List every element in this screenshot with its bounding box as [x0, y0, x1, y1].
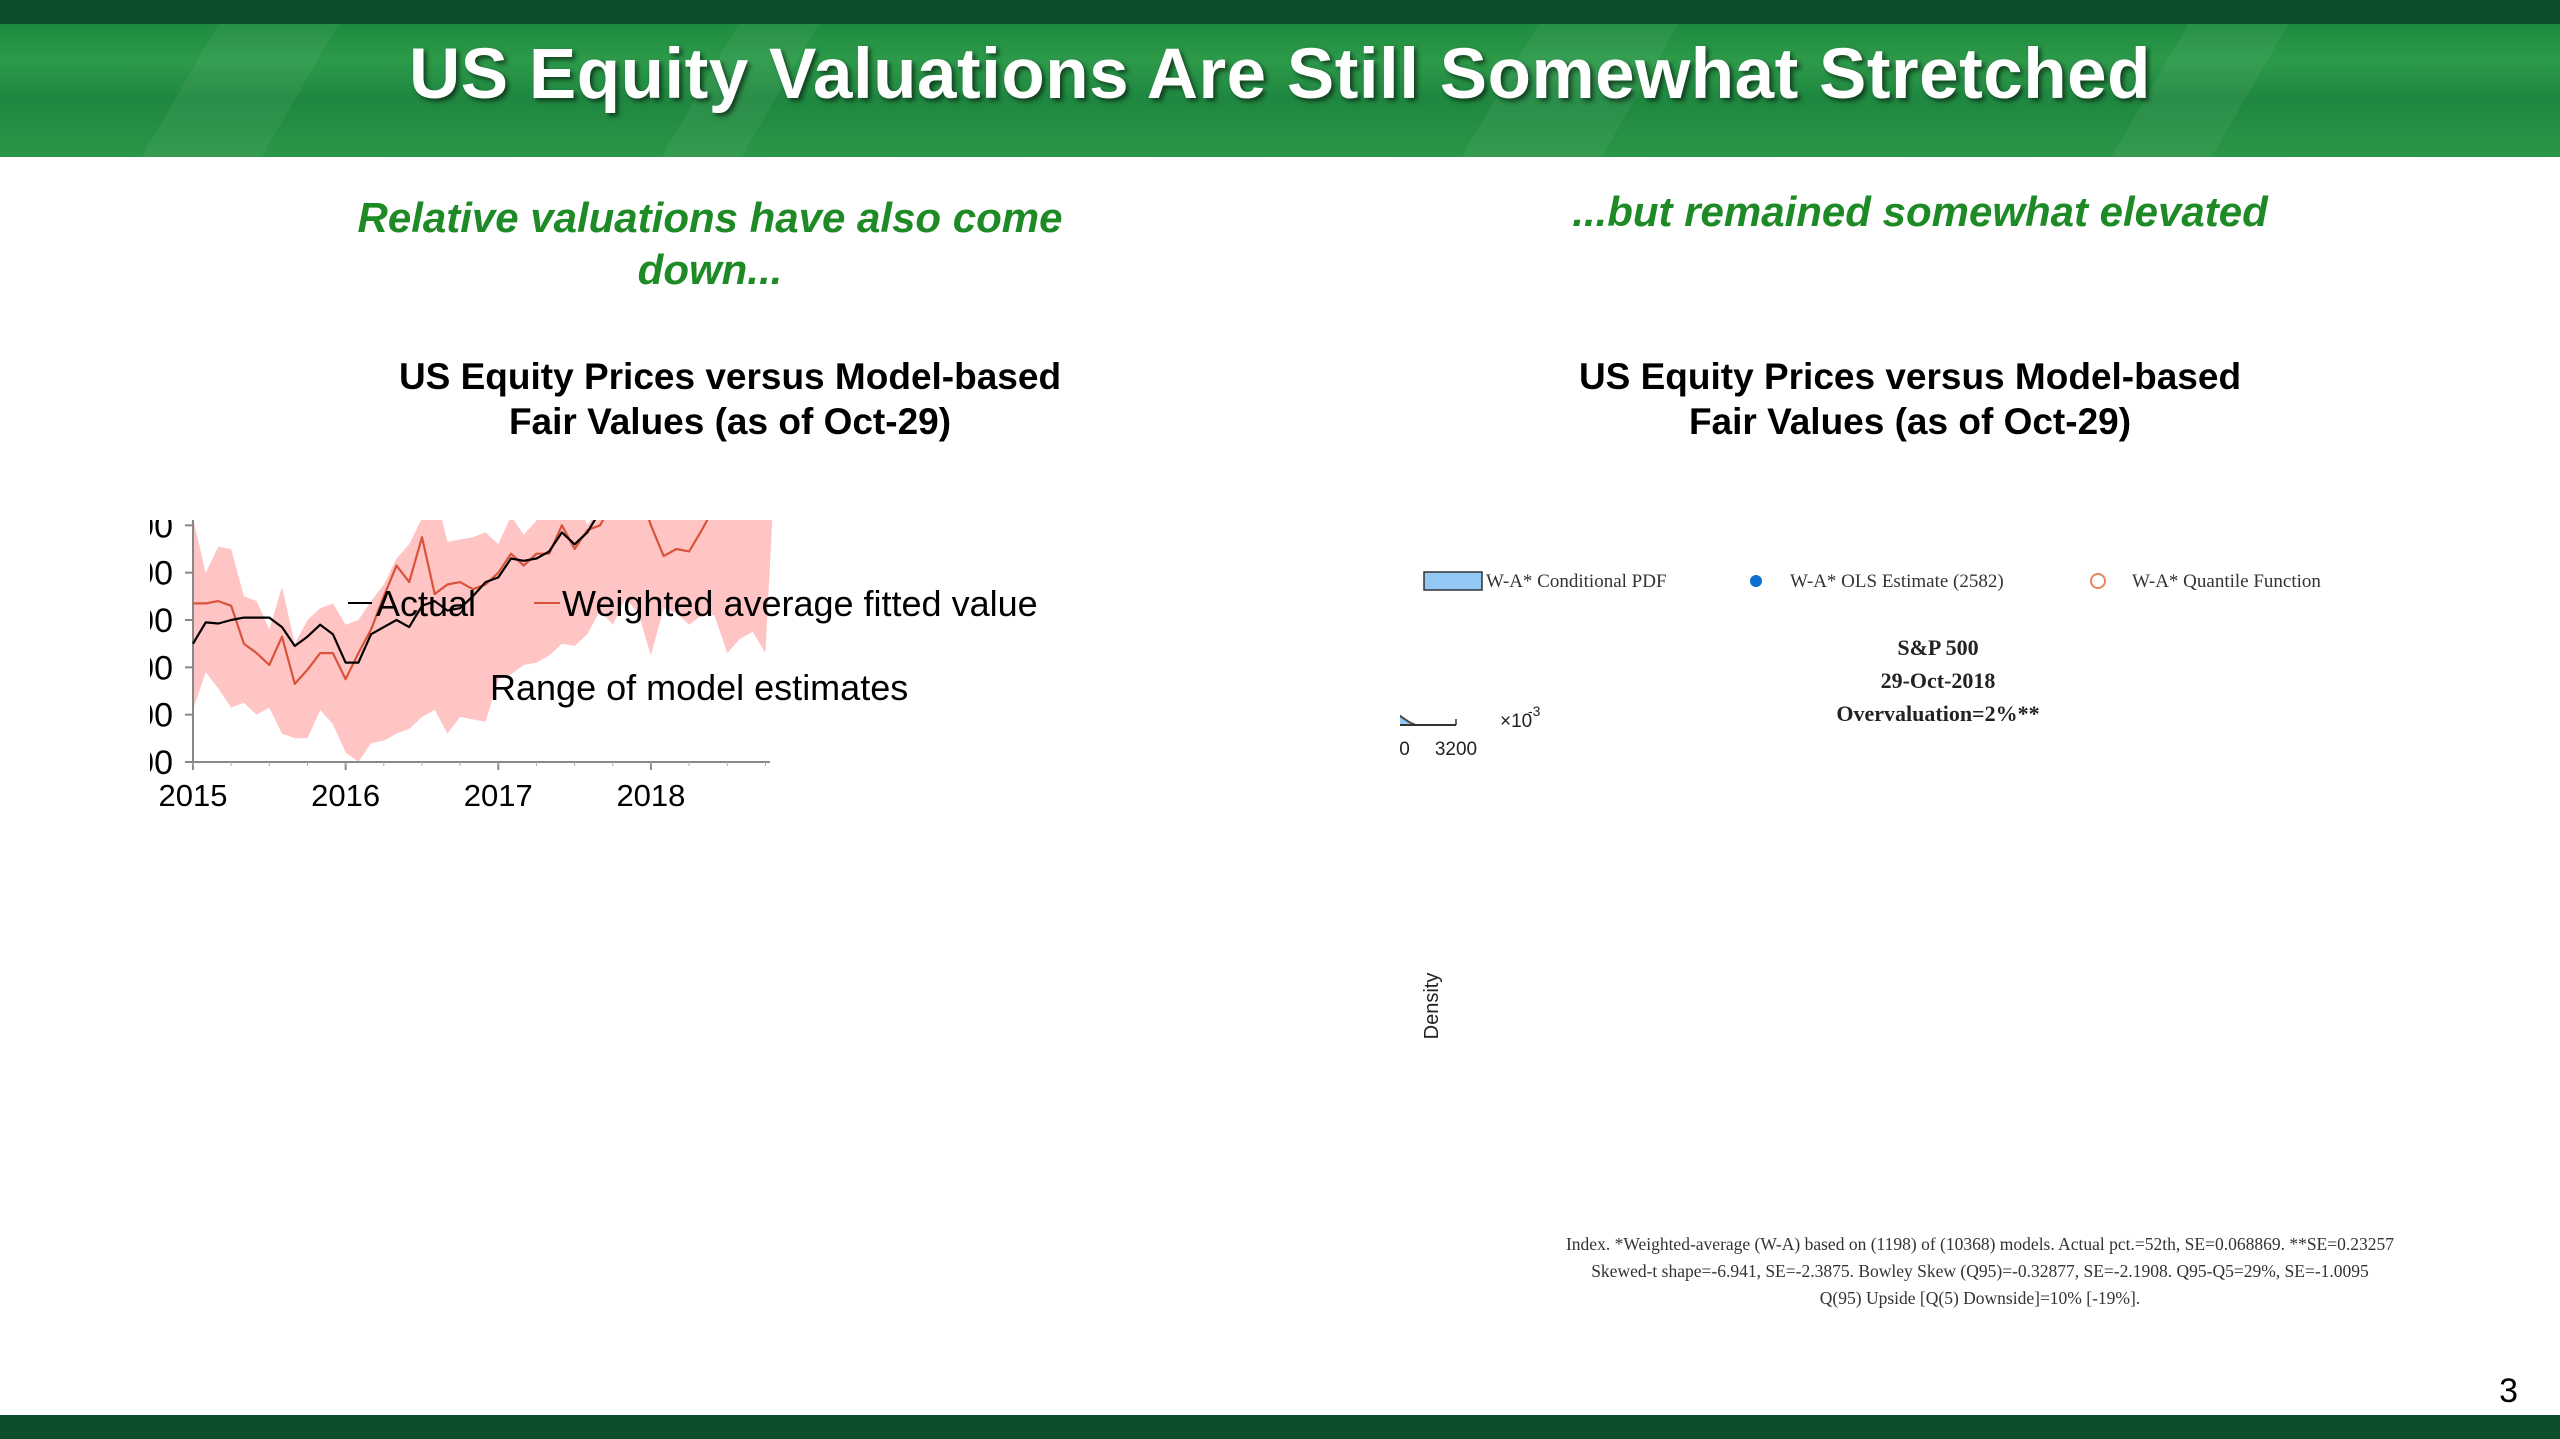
right-chart: 16001800200022002400260028003000320000.5… [1400, 571, 2394, 1308]
annotation-line-2: 29-Oct-2018 [1881, 668, 1996, 693]
left-subtitle-line2: down... [637, 246, 783, 293]
actual-line [192, 520, 597, 664]
x-tick-label: 3000 [1400, 739, 1410, 760]
left-chart-title-line2: Fair Values (as of Oct-29) [508, 401, 952, 442]
slide-title: US Equity Valuations Are Still Somewhat … [408, 35, 2152, 114]
left-subtitle-line1: Relative valuations have also come [357, 194, 1063, 241]
range-band-layer [193, 520, 773, 762]
pdf-area-layer [1400, 714, 1417, 726]
annotation-line-1: S&P 500 [1897, 635, 1978, 660]
pdf-curve [1400, 714, 1417, 726]
legend-pdf-swatch [1423, 571, 1483, 591]
right-legend: W-A* Conditional PDF W-A* OLS Estimate (… [1423, 571, 2321, 592]
footer-bar [0, 1415, 2560, 1439]
footnote-line-2: Skewed-t shape=-6.941, SE=-2.3875. Bowle… [1591, 1261, 2369, 1281]
left-subtitle: Relative valuations have also come down.… [300, 192, 1120, 296]
legend-fitted-label: Weighted average fitted value [562, 583, 1038, 624]
y-scale-label: ×10 [1500, 711, 1532, 732]
legend-range-swatch [394, 684, 456, 706]
left-legend: Actual Weighted average fitted value Ran… [348, 583, 1038, 708]
axes-layer: 1500170019002100230025002700290031003300… [150, 520, 770, 813]
x-tick-label: 2018 [616, 778, 685, 813]
right-chart-title: US Equity Prices versus Model-based Fair… [1470, 354, 2350, 444]
left-chart-title: US Equity Prices versus Model-based Fair… [290, 354, 1170, 444]
y-tick-label: 2500 [150, 520, 173, 545]
page-number: 3 [2499, 1372, 2518, 1410]
right-chart-title-line2: Fair Values (as of Oct-29) [1688, 401, 2132, 442]
y-scale-exponent: -3 [1528, 703, 1541, 719]
y-tick-label: 2100 [150, 602, 173, 640]
footnote: Index. *Weighted-average (W-A) based on … [1566, 1234, 2394, 1308]
right-chart-title-line1: US Equity Prices versus Model-based [1578, 356, 2242, 397]
y-tick-label: 1500 [150, 744, 173, 782]
left-chart: 1500170019002100230025002700290031003300… [150, 520, 1038, 813]
pdf-area [1400, 715, 1416, 725]
x-tick-label: 3200 [1435, 739, 1477, 760]
y-tick-label: 1700 [150, 697, 173, 735]
range-band [193, 520, 773, 762]
annotation-line-3: Overvaluation=2%** [1836, 701, 2039, 726]
chart-annotation: S&P 500 29-Oct-2018 Overvaluation=2%** [1836, 635, 2039, 726]
x-tick-label: 2016 [311, 778, 380, 813]
footnote-line-1: Index. *Weighted-average (W-A) based on … [1566, 1234, 2394, 1254]
x-tick-label: 2015 [159, 778, 228, 813]
y-scale-note: ×10 -3 [1500, 703, 1541, 732]
y-tick-label: 2300 [150, 555, 173, 593]
legend-ols-label: W-A* OLS Estimate (2582) [1790, 571, 2004, 592]
legend-quantile-marker [2090, 573, 2106, 589]
right-subtitle: ...but remained somewhat elevated [1572, 188, 2268, 235]
series-lines-layer [192, 520, 709, 685]
legend-pdf-label: W-A* Conditional PDF [1486, 571, 1667, 592]
legend-range-label: Range of model estimates [490, 667, 908, 708]
fitted-value-line [193, 520, 709, 685]
title-banner [0, 0, 2560, 157]
axes-layer: 16001800200022002400260028003000320000.5… [1400, 719, 1477, 760]
footnote-line-3: Q(95) Upside [Q(5) Downside]=10% [-19%]. [1820, 1288, 2140, 1308]
legend-actual-label: Actual [376, 583, 476, 624]
x-tick-label: 2017 [464, 778, 533, 813]
legend-ols-marker [1750, 575, 1762, 587]
y-tick-label: 1900 [150, 649, 173, 687]
y-axis-label: Density [1421, 973, 1443, 1040]
left-chart-title-line1: US Equity Prices versus Model-based [398, 356, 1062, 397]
legend-quantile-label: W-A* Quantile Function [2132, 571, 2321, 592]
